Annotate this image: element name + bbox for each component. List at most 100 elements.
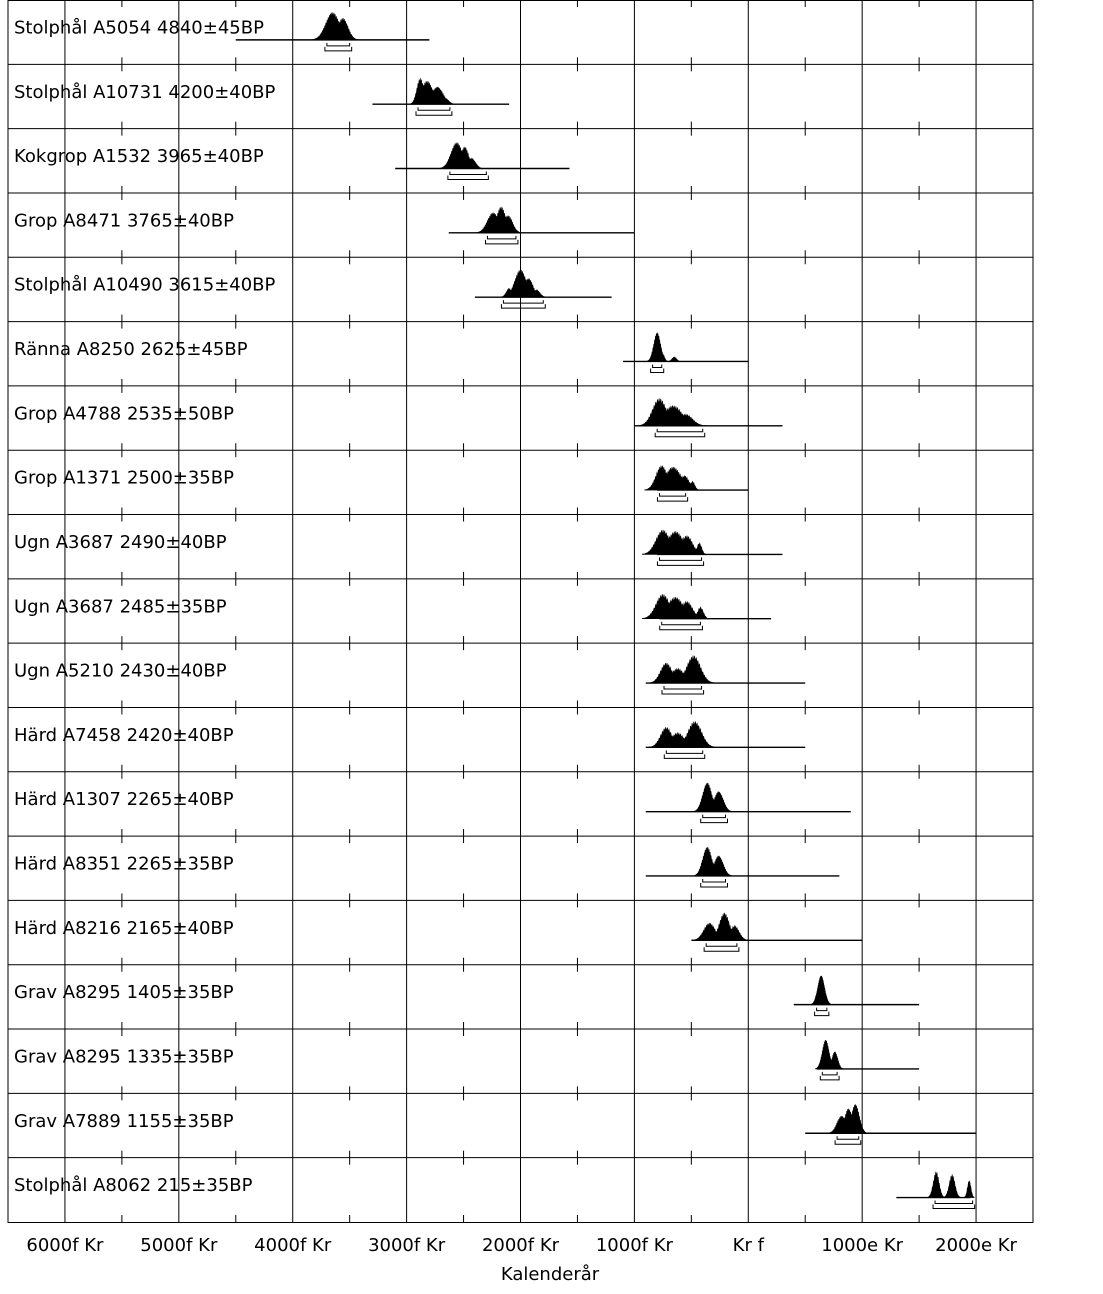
x-tick-label: 3000f Kr xyxy=(368,1235,446,1256)
sample-label: Ugn A3687 2490±40BP xyxy=(14,532,227,553)
range-bracket-1sigma xyxy=(665,750,704,754)
sample-label: Stolphål A10731 4200±40BP xyxy=(14,82,276,103)
probability-distribution xyxy=(409,78,456,105)
range-bracket-1sigma xyxy=(821,1071,838,1076)
sample-row: Ugn A5210 2430±40BP xyxy=(14,655,806,695)
x-tick-label: 2000f Kr xyxy=(482,1235,560,1256)
range-bracket-2sigma xyxy=(484,239,519,245)
range-bracket-2sigma xyxy=(415,111,453,116)
range-bracket-1sigma xyxy=(661,621,701,626)
probability-distribution xyxy=(693,846,733,877)
x-tick-label: 5000f Kr xyxy=(140,1235,218,1256)
probability-distribution xyxy=(475,206,522,234)
range-bracket-2sigma xyxy=(814,1011,830,1017)
sample-row: Härd A1307 2265±40BP xyxy=(14,782,851,824)
x-tick-label: Kr f xyxy=(733,1235,765,1256)
probability-distribution xyxy=(815,1039,844,1070)
range-bracket-2sigma xyxy=(650,368,665,373)
x-tick-label: 4000f Kr xyxy=(254,1235,332,1256)
range-bracket-2sigma xyxy=(703,947,740,952)
range-bracket-1sigma xyxy=(658,493,687,497)
probability-distribution xyxy=(439,142,484,169)
range-bracket-1sigma xyxy=(934,1200,974,1205)
range-bracket-1sigma xyxy=(658,557,703,561)
range-bracket-1sigma xyxy=(705,943,738,947)
x-tick-label: 1000f Kr xyxy=(596,1235,674,1256)
range-bracket-2sigma xyxy=(656,497,689,502)
probability-distribution xyxy=(648,655,715,684)
probability-distribution xyxy=(692,912,749,941)
sample-label: Stolphål A10490 3615±40BP xyxy=(14,275,276,296)
grid-layer xyxy=(7,0,1034,1223)
x-axis-label: Kalenderår xyxy=(501,1264,600,1285)
probability-distribution xyxy=(311,12,359,41)
range-bracket-1sigma xyxy=(326,42,351,47)
sample-label: Stolphål A5054 4840±45BP xyxy=(14,17,264,38)
range-bracket-2sigma xyxy=(447,175,489,181)
sample-row: Stolphål A10490 3615±40BP xyxy=(14,269,612,309)
sample-label: Grav A7889 1155±35BP xyxy=(14,1111,234,1132)
x-tick-label: 6000f Kr xyxy=(26,1235,104,1256)
probability-distribution xyxy=(827,1104,868,1134)
range-bracket-1sigma xyxy=(656,428,704,433)
sample-label: Härd A1307 2265±40BP xyxy=(14,789,234,810)
sample-label: Ugn A3687 2485±35BP xyxy=(14,596,227,617)
x-axis: 6000f Kr 5000f Kr 4000f Kr 3000f Kr 2000f Kr… xyxy=(26,1235,1017,1256)
range-bracket-2sigma xyxy=(932,1204,976,1210)
sample-row: Härd A8216 2165±40BP xyxy=(14,912,863,952)
range-bracket-1sigma xyxy=(702,814,726,819)
range-bracket-2sigma xyxy=(663,754,706,759)
probability-distribution xyxy=(644,465,700,491)
sample-row: Grop A8471 3765±40BP xyxy=(14,206,635,245)
sample-row: Grop A4788 2535±50BP xyxy=(14,398,783,438)
probability-distribution xyxy=(642,529,707,555)
probability-distribution xyxy=(500,269,547,298)
range-bracket-2sigma xyxy=(324,46,353,52)
sample-label: Härd A8351 2265±35BP xyxy=(14,854,234,875)
range-bracket-1sigma xyxy=(486,235,517,240)
probability-distribution xyxy=(648,721,716,748)
sample-label: Stolphål A8062 215±35BP xyxy=(14,1175,253,1196)
sample-row: Ugn A3687 2490±40BP xyxy=(14,529,783,566)
range-bracket-2sigma xyxy=(654,432,706,438)
sample-row: Ränna A8250 2625±45BP xyxy=(14,332,749,373)
range-bracket-2sigma xyxy=(834,1140,862,1145)
probability-distribution xyxy=(927,1171,975,1198)
sample-row: Grop A1371 2500±35BP xyxy=(14,465,749,502)
probability-distribution xyxy=(693,782,733,812)
sample-row: Grav A7889 1155±35BP xyxy=(14,1104,977,1145)
range-bracket-1sigma xyxy=(502,300,544,304)
sample-row: Härd A7458 2420±40BP xyxy=(14,721,806,759)
x-tick-label: 1000e Kr xyxy=(821,1235,903,1256)
range-bracket-2sigma xyxy=(500,304,546,309)
sample-label: Härd A7458 2420±40BP xyxy=(14,725,234,746)
sample-row: Ugn A3687 2485±35BP xyxy=(14,594,772,631)
sample-label: Grop A1371 2500±35BP xyxy=(14,468,234,489)
range-bracket-2sigma xyxy=(659,625,703,631)
sample-row: Stolphål A10731 4200±40BP xyxy=(14,78,510,116)
probability-distribution xyxy=(638,398,707,427)
range-bracket-1sigma xyxy=(663,686,703,690)
range-bracket-2sigma xyxy=(661,690,705,695)
range-bracket-2sigma xyxy=(656,561,705,566)
probability-distribution xyxy=(810,975,832,1005)
range-bracket-1sigma xyxy=(652,364,663,368)
sample-row: Grav A8295 1405±35BP xyxy=(14,975,920,1017)
sample-row: Stolphål A5054 4840±45BP xyxy=(14,12,430,52)
sample-row: Härd A8351 2265±35BP xyxy=(14,846,840,888)
range-bracket-1sigma xyxy=(816,1007,828,1012)
range-bracket-2sigma xyxy=(700,818,728,824)
sample-row: Stolphål A8062 215±35BP xyxy=(14,1171,976,1210)
range-bracket-1sigma xyxy=(417,107,451,111)
sample-label: Grav A8295 1335±35BP xyxy=(14,1046,234,1067)
range-bracket-2sigma xyxy=(700,882,728,888)
sample-label: Grop A4788 2535±50BP xyxy=(14,403,234,424)
sample-label: Kokgrop A1532 3965±40BP xyxy=(14,146,264,167)
sample-label: Ugn A5210 2430±40BP xyxy=(14,661,227,682)
probability-distribution xyxy=(642,594,710,620)
range-bracket-1sigma xyxy=(449,171,487,176)
sample-label: Ränna A8250 2625±45BP xyxy=(14,339,248,360)
rows-layer: Stolphål A5054 4840±45BP Stolphål A10731 … xyxy=(14,12,977,1210)
sample-row: Kokgrop A1532 3965±40BP xyxy=(14,142,570,181)
